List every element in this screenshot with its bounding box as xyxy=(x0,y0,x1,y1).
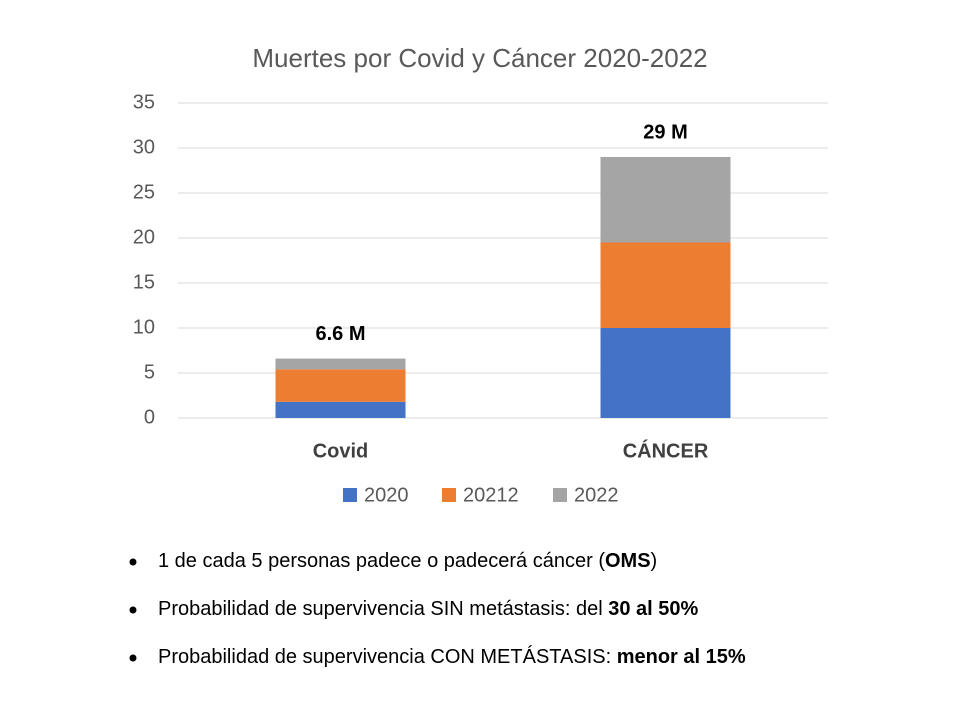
legend-item: 20212 xyxy=(442,484,519,506)
bar-segment xyxy=(275,401,406,418)
x-tick-label: CÁNCER xyxy=(623,439,709,462)
bar-segment xyxy=(600,242,731,328)
bullet-segment: Probabilidad de supervivencia CON METÁST… xyxy=(158,645,617,668)
y-tick-label: 10 xyxy=(133,316,155,338)
bullet-segment: ) xyxy=(651,550,658,572)
bullet-text: Probabilidad de supervivencia SIN metást… xyxy=(158,598,699,620)
bar-segment xyxy=(600,157,731,243)
legend-swatch xyxy=(343,488,357,502)
bullet-text: 1 de cada 5 personas padece o padecerá c… xyxy=(158,550,657,572)
bar-segment xyxy=(275,369,406,402)
bullet-dot xyxy=(129,606,137,614)
bar-segment xyxy=(275,358,406,370)
bullet-segment: menor al 15% xyxy=(617,646,746,668)
total-label: 6.6 M xyxy=(315,323,365,345)
y-tick-label: 5 xyxy=(144,361,155,383)
y-tick-label: 30 xyxy=(133,136,155,158)
y-tick-label: 15 xyxy=(133,271,155,293)
legend-label: 2022 xyxy=(574,484,619,506)
y-tick-label: 20 xyxy=(133,226,155,248)
bullet-dot xyxy=(129,558,137,566)
bullet-dot xyxy=(129,654,137,662)
legend-label: 20212 xyxy=(463,484,519,506)
chart-title: Muertes por Covid y Cáncer 2020-2022 xyxy=(252,43,707,73)
bullet-segment: 30 al 50% xyxy=(608,598,698,620)
bullet-segment: OMS xyxy=(605,550,651,572)
legend-item: 2020 xyxy=(343,484,409,506)
legend-swatch xyxy=(553,488,567,502)
bullet-segment: Probabilidad de supervivencia SIN metást… xyxy=(158,598,608,620)
y-tick-label: 0 xyxy=(144,406,155,428)
legend-swatch xyxy=(442,488,456,502)
y-tick-label: 35 xyxy=(133,91,155,113)
legend-label: 2020 xyxy=(364,484,409,506)
bar-segment xyxy=(600,328,731,418)
y-tick-label: 25 xyxy=(133,181,155,203)
legend-item: 2022 xyxy=(553,484,619,506)
bullet-segment: 1 de cada 5 personas padece o padecerá c… xyxy=(158,550,605,572)
bullet-text: Probabilidad de supervivencia CON METÁST… xyxy=(158,645,746,668)
total-label: 29 M xyxy=(643,121,687,143)
x-tick-label: Covid xyxy=(313,440,369,462)
